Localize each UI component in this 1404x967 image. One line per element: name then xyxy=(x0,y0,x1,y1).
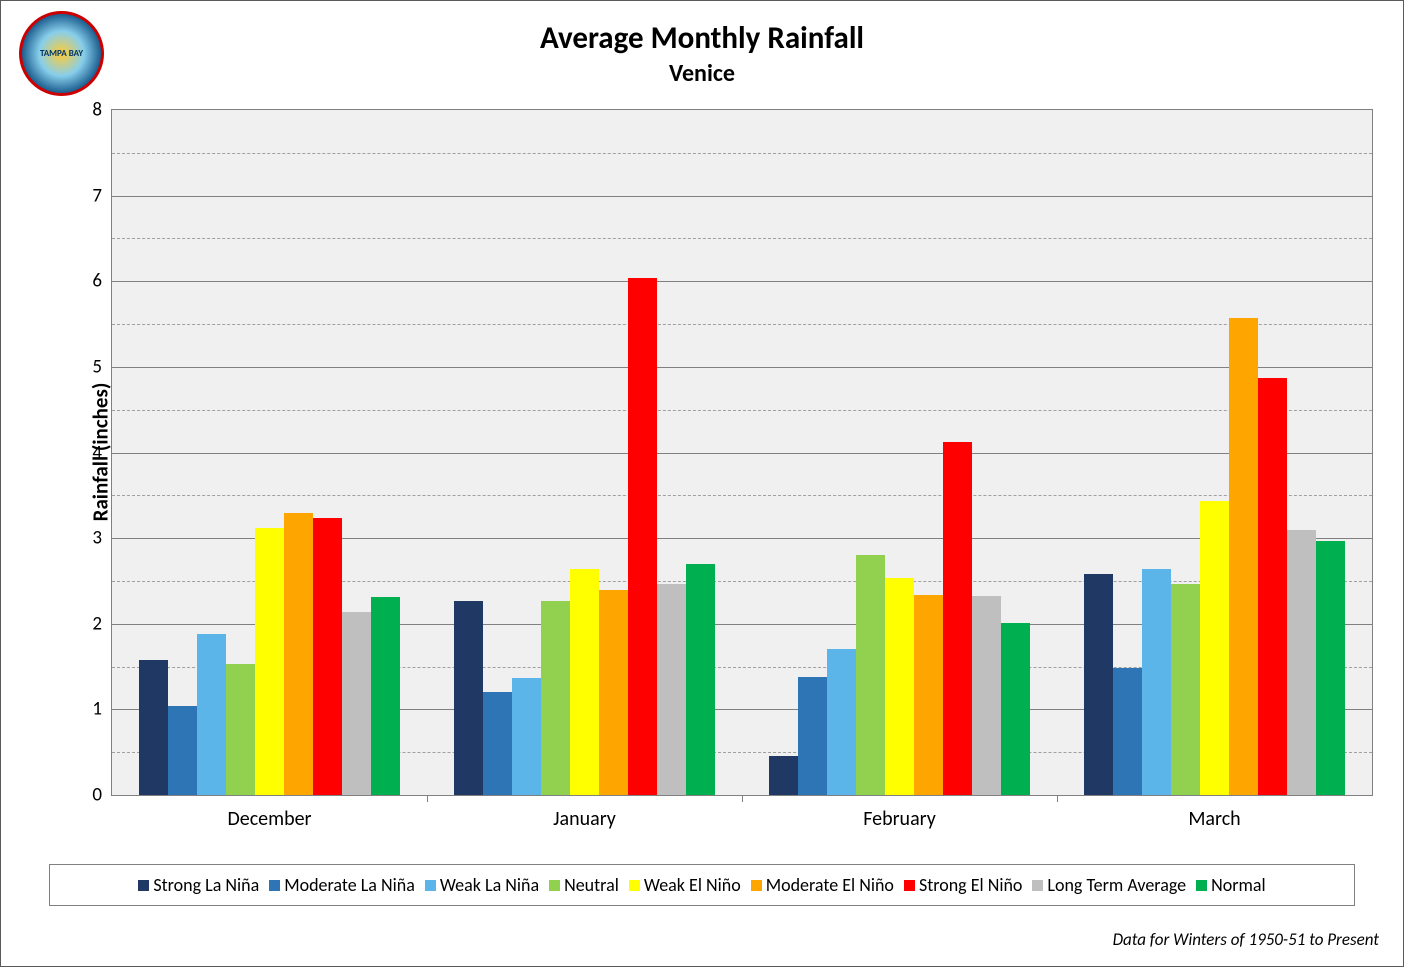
bar xyxy=(769,756,798,795)
bar xyxy=(628,278,657,795)
legend-swatch xyxy=(751,880,762,891)
legend-label: Weak La Niña xyxy=(440,874,539,896)
legend-swatch xyxy=(1196,880,1207,891)
bar xyxy=(1171,584,1200,795)
gridline-minor xyxy=(112,495,1372,496)
gridline-major xyxy=(112,196,1372,197)
gridline-minor xyxy=(112,324,1372,325)
bar xyxy=(139,660,168,795)
gridline-major xyxy=(112,281,1372,282)
footer-note: Data for Winters of 1950-51 to Present xyxy=(1113,929,1379,950)
bar xyxy=(371,597,400,795)
bar xyxy=(313,518,342,795)
bar xyxy=(1316,541,1345,795)
legend-item: Strong El Niño xyxy=(904,874,1022,896)
legend-item: Weak La Niña xyxy=(425,874,539,896)
bar xyxy=(197,634,226,795)
legend-label: Normal xyxy=(1211,874,1266,896)
bar xyxy=(1113,668,1142,795)
bar xyxy=(483,692,512,795)
y-tick-label: 7 xyxy=(92,184,102,207)
legend-label: Weak El Niño xyxy=(644,874,741,896)
legend-item: Strong La Niña xyxy=(138,874,259,896)
y-tick-label: 1 xyxy=(92,698,102,721)
legend-swatch xyxy=(549,880,560,891)
gridline-major xyxy=(112,453,1372,454)
legend-label: Strong El Niño xyxy=(919,874,1022,896)
legend-label: Neutral xyxy=(564,874,619,896)
gridline-minor xyxy=(112,153,1372,154)
x-tick-mark xyxy=(427,795,428,802)
legend-label: Long Term Average xyxy=(1047,874,1186,896)
y-tick-label: 3 xyxy=(92,527,102,550)
plot-area: 012345678DecemberJanuaryFebruaryMarch xyxy=(111,109,1373,796)
legend-swatch xyxy=(269,880,280,891)
bar xyxy=(342,612,371,795)
legend-label: Strong La Niña xyxy=(153,874,259,896)
bar xyxy=(226,664,255,795)
legend-label: Moderate La Niña xyxy=(284,874,415,896)
legend-item: Weak El Niño xyxy=(629,874,741,896)
bar xyxy=(1229,318,1258,795)
chart-subtitle: Venice xyxy=(1,59,1403,88)
legend-item: Normal xyxy=(1196,874,1266,896)
bar xyxy=(284,513,313,795)
legend-swatch xyxy=(425,880,436,891)
x-tick-label: February xyxy=(863,807,936,831)
gridline-major xyxy=(112,367,1372,368)
bar xyxy=(255,528,284,795)
bar xyxy=(168,706,197,795)
gridline-minor xyxy=(112,238,1372,239)
x-tick-label: December xyxy=(227,807,311,831)
y-tick-label: 0 xyxy=(92,784,102,807)
x-tick-label: March xyxy=(1188,807,1240,831)
y-tick-label: 6 xyxy=(92,270,102,293)
legend-swatch xyxy=(1032,880,1043,891)
bar xyxy=(1258,378,1287,795)
bar xyxy=(943,442,972,795)
legend-item: Long Term Average xyxy=(1032,874,1186,896)
bar xyxy=(686,564,715,795)
x-tick-label: January xyxy=(553,807,616,831)
bar xyxy=(827,649,856,795)
bar xyxy=(454,601,483,795)
bar xyxy=(1142,569,1171,795)
title-area: Average Monthly Rainfall Venice xyxy=(1,19,1403,88)
bar xyxy=(798,677,827,795)
y-tick-label: 2 xyxy=(92,612,102,635)
bar xyxy=(1084,574,1113,795)
bar xyxy=(541,601,570,795)
bar xyxy=(1287,530,1316,795)
bar xyxy=(599,590,628,796)
legend-swatch xyxy=(138,880,149,891)
bar xyxy=(1001,623,1030,795)
legend-item: Moderate La Niña xyxy=(269,874,415,896)
gridline-minor xyxy=(112,410,1372,411)
chart-container: TAMPA BAY Average Monthly Rainfall Venic… xyxy=(0,0,1404,967)
chart-title: Average Monthly Rainfall xyxy=(1,19,1403,57)
bar xyxy=(1200,501,1229,795)
bar xyxy=(914,595,943,795)
legend-swatch xyxy=(629,880,640,891)
legend-swatch xyxy=(904,880,915,891)
bar xyxy=(657,584,686,795)
legend-item: Moderate El Niño xyxy=(751,874,894,896)
legend-item: Neutral xyxy=(549,874,619,896)
y-tick-label: 5 xyxy=(92,355,102,378)
bar xyxy=(856,555,885,795)
bar xyxy=(885,578,914,795)
bar xyxy=(512,678,541,795)
legend: Strong La Niña Moderate La Niña Weak La Ni… xyxy=(49,864,1355,906)
bar xyxy=(972,596,1001,795)
legend-label: Moderate El Niño xyxy=(766,874,894,896)
y-tick-label: 8 xyxy=(92,99,102,122)
x-tick-mark xyxy=(742,795,743,802)
bar xyxy=(570,569,599,795)
x-tick-mark xyxy=(1057,795,1058,802)
y-tick-label: 4 xyxy=(92,441,102,464)
